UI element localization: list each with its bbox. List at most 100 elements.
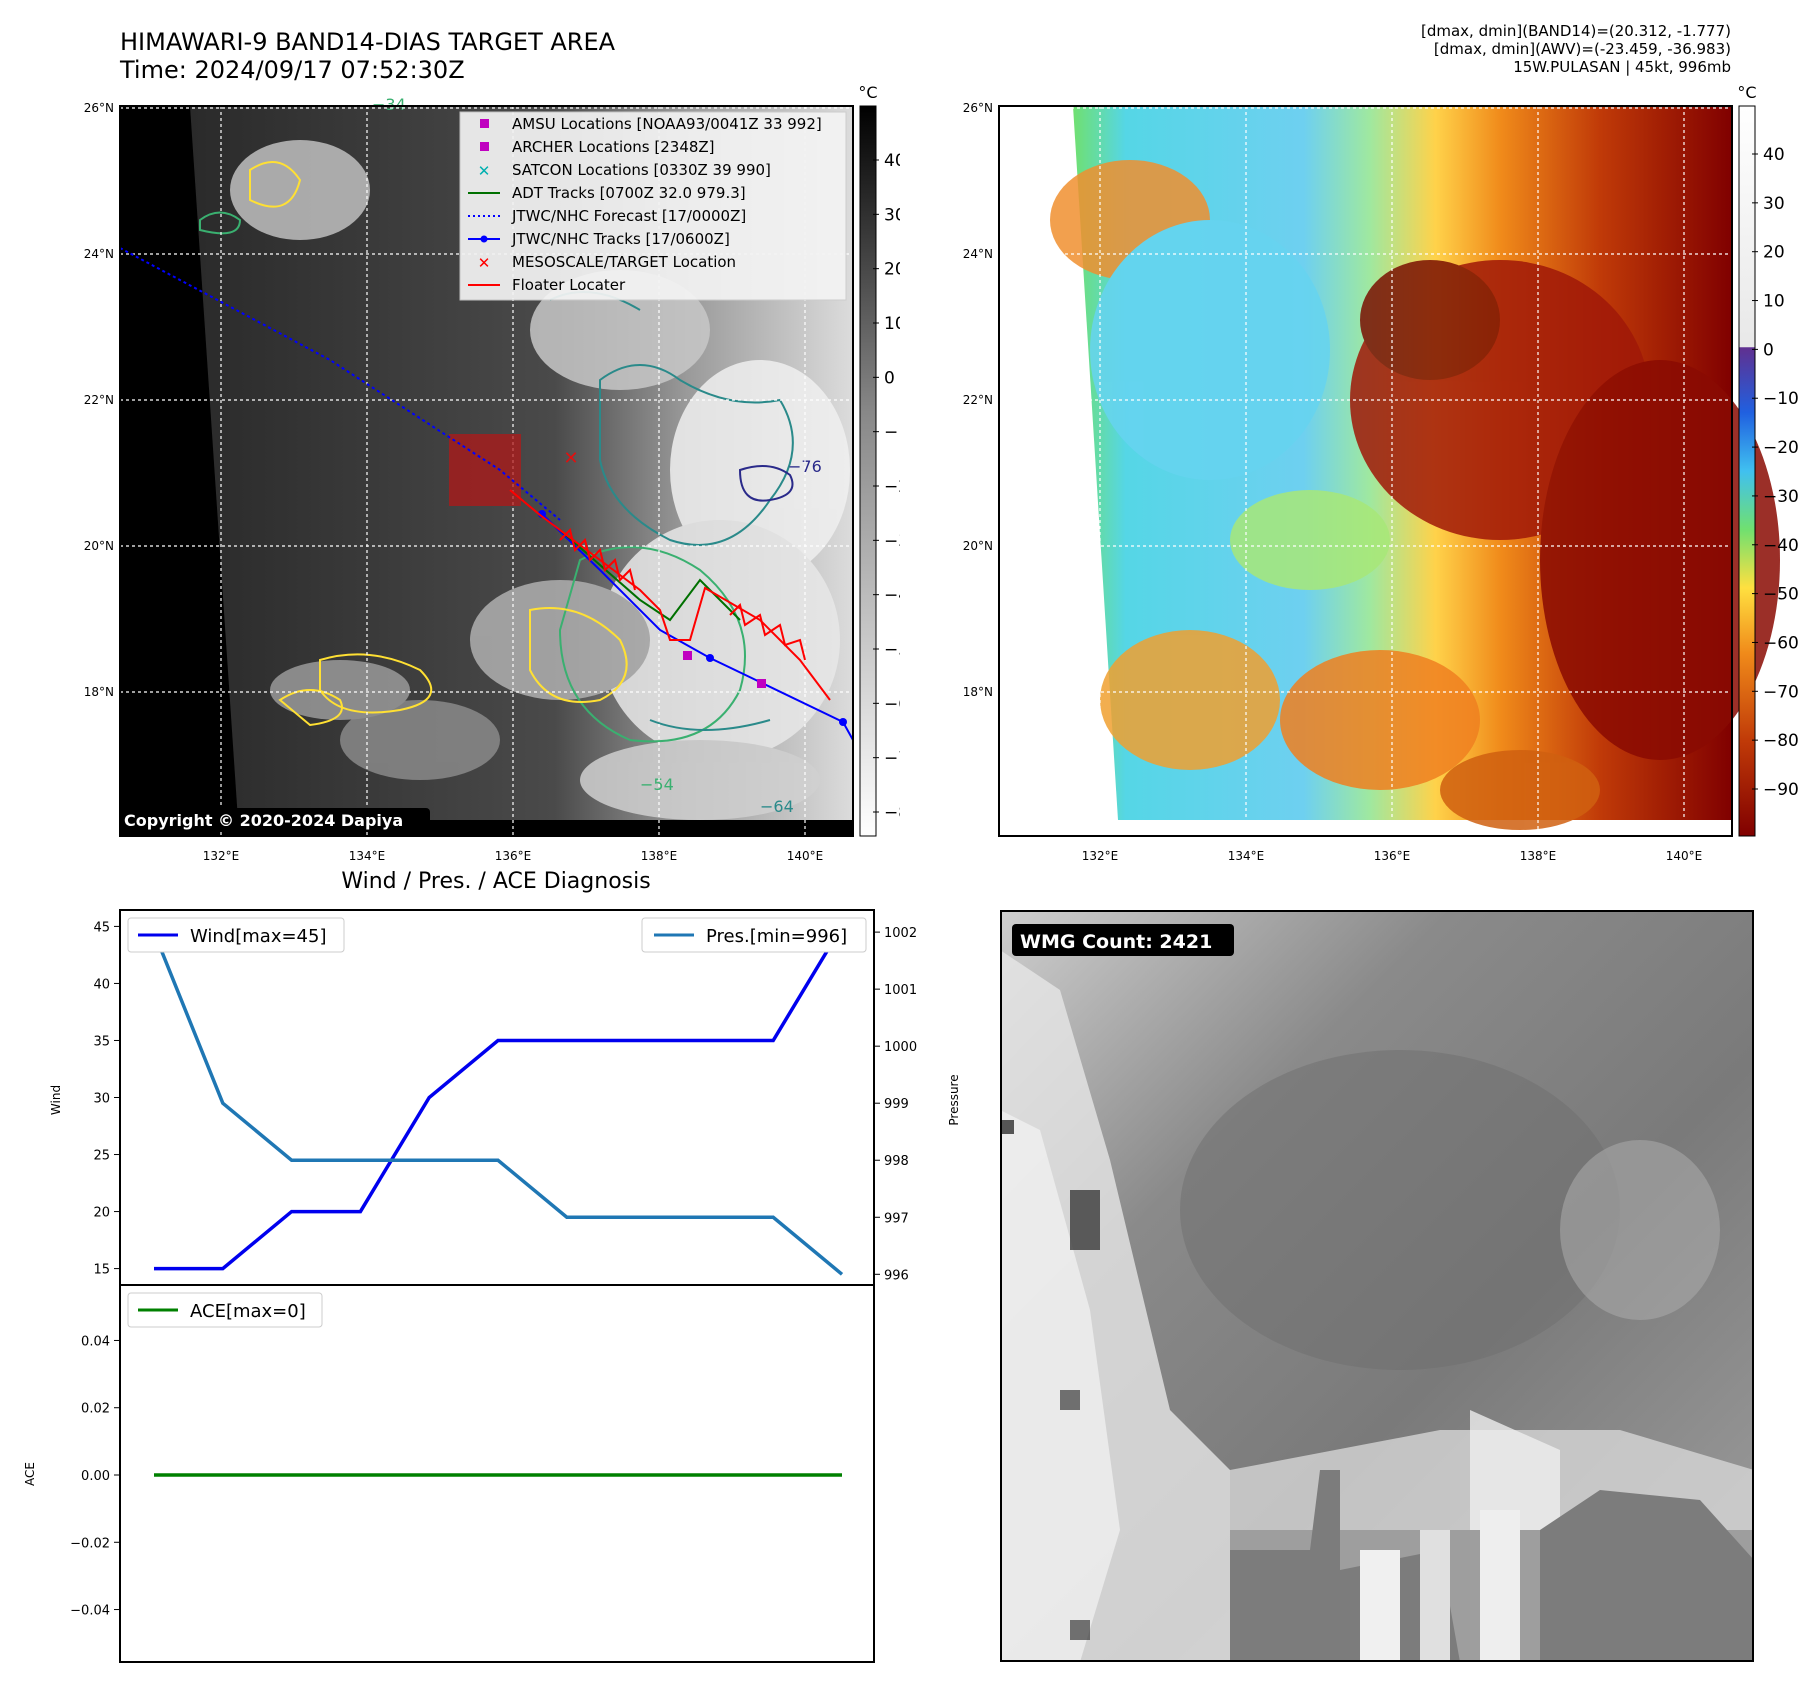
svg-text:✕: ✕: [478, 162, 491, 180]
colorbar-tick-label: −30: [884, 531, 900, 551]
colorbar-tick-label: −30: [1763, 487, 1799, 507]
ir-legend-label: ADT Tracks [0700Z 32.0 979.3]: [512, 184, 746, 202]
pressure-tick-label: 998: [884, 1154, 909, 1169]
diagnosis-title: Wind / Pres. / ACE Diagnosis: [341, 869, 650, 894]
lat-label: 26°N: [84, 101, 114, 115]
colorbar-tick-label: 30: [884, 205, 900, 225]
ace-axis-label: ACE: [23, 1462, 37, 1486]
lat-label: 20°N: [84, 539, 114, 553]
colorbar-tick-label: −60: [1763, 633, 1799, 653]
archer-marker: [683, 651, 692, 660]
wind-pressure-axes: [119, 909, 875, 1286]
awv-lon-labels: 132°E 134°E 136°E 138°E 140°E: [1082, 849, 1703, 863]
pressure-tick-label: 997: [884, 1211, 909, 1226]
awv-lat-labels: 26°N 24°N 22°N 20°N 18°N: [963, 101, 993, 699]
wmg-panel: WMG Count: 2421: [1000, 910, 1754, 1662]
colorbar-tick-label: 40: [1763, 145, 1785, 165]
wind-tick-label: 30: [93, 1092, 110, 1107]
pressure-legend-label: Pres.[min=996]: [706, 926, 847, 947]
colorbar-tick-label: −10: [884, 423, 900, 443]
wind-tick-label: 20: [93, 1206, 110, 1221]
meta-line-1: [dmax, dmin](BAND14)=(20.312, -1.777): [1420, 22, 1731, 40]
wind-legend: Wind[max=45]: [127, 917, 345, 953]
lat-label: 18°N: [963, 685, 993, 699]
copyright-text: Copyright © 2020-2024 Dapiya: [124, 811, 403, 830]
ir-legend-label: JTWC/NHC Forecast [17/0000Z]: [511, 207, 746, 225]
ir-legend: AMSU Locations [NOAA93/0041Z 33 992] ARCH…: [459, 111, 847, 301]
colorbar-tick-label: 10: [1763, 292, 1785, 312]
ace-legend: ACE[max=0]: [127, 1292, 323, 1328]
colorbar-tick-label: 20: [1763, 243, 1785, 263]
ir-colorbar-unit: °C: [858, 83, 877, 102]
wind-pressure-series: [152, 925, 844, 1276]
awv-texture: [1050, 160, 1780, 830]
title-line-2: Time: 2024/09/17 07:52:30Z: [120, 56, 465, 84]
ir-legend-item: ADT Tracks [0700Z 32.0 979.3]: [468, 184, 746, 202]
colorbar-tick-label: −90: [1763, 780, 1799, 800]
ace-legend-label: ACE[max=0]: [190, 1301, 306, 1322]
ir-map-panel: −76 −64 −54 −34 ✕ AMSU Locations [NOAA93…: [84, 83, 900, 863]
ir-legend-item: ✕ SATCON Locations [0330Z 39 990]: [478, 161, 771, 180]
meta-line-3: 15W.PULASAN | 45kt, 996mb: [1513, 58, 1731, 76]
lat-label: 20°N: [963, 539, 993, 553]
pressure-legend: Pres.[min=996]: [641, 917, 867, 953]
ir-lat-labels: 26°N 24°N 22°N 20°N 18°N: [84, 101, 114, 699]
colorbar-tick-label: −40: [884, 586, 900, 606]
colorbar-tick-label: −50: [1763, 585, 1799, 605]
lat-label: 22°N: [963, 393, 993, 407]
wmg-texture: [1000, 950, 1754, 1662]
awv-map-panel: 26°N 24°N 22°N 20°N 18°N 132°E 134°E 136…: [963, 83, 1799, 863]
ir-legend-item: JTWC/NHC Forecast [17/0000Z]: [468, 207, 746, 225]
ace-tick-label: −0.04: [70, 1604, 110, 1619]
colorbar-tick-label: −80: [1763, 731, 1799, 751]
ir-legend-label: Floater Locater: [512, 276, 626, 294]
ace-tick-label: 0.00: [81, 1469, 110, 1484]
colorbar-tick-label: 0: [1763, 340, 1774, 360]
ir-legend-label: ARCHER Locations [2348Z]: [512, 138, 715, 156]
colorbar-tick-label: −70: [884, 749, 900, 769]
ir-legend-item: AMSU Locations [NOAA93/0041Z 33 992]: [480, 115, 822, 133]
colorbar-tick-label: −20: [884, 477, 900, 497]
lat-label: 24°N: [963, 247, 993, 261]
lon-label: 138°E: [1520, 849, 1557, 863]
wind-tick-label: 25: [93, 1149, 110, 1164]
chart-title: HIMAWARI-9 BAND14-DIAS TARGET AREA Time:…: [120, 28, 615, 84]
ir-legend-item: JTWC/NHC Tracks [17/0600Z]: [468, 230, 730, 248]
pressure-line: [152, 931, 844, 1276]
pressure-tick-label: 1001: [884, 983, 917, 998]
wind-tick-label: 40: [93, 977, 110, 992]
ir-legend-label: MESOSCALE/TARGET Location: [512, 253, 736, 271]
awv-map-frame: [998, 105, 1733, 837]
lat-label: 24°N: [84, 247, 114, 261]
lat-label: 18°N: [84, 685, 114, 699]
lon-label: 138°E: [641, 849, 678, 863]
colorbar-tick-label: −80: [884, 803, 900, 823]
colorbar-tick-label: 40: [884, 151, 900, 171]
ace-axis-ticks: 0.04 0.02 0.00 −0.02 −0.04: [70, 1334, 120, 1619]
wind-line: [154, 925, 844, 1271]
ir-colorbar: [859, 105, 877, 837]
wind-axis-ticks: 45 40 35 30 25 20 15: [93, 920, 120, 1278]
pressure-tick-label: 1000: [884, 1040, 917, 1055]
pressure-tick-label: 999: [884, 1097, 909, 1112]
ir-legend-label: AMSU Locations [NOAA93/0041Z 33 992]: [512, 115, 822, 133]
wind-tick-label: 15: [93, 1263, 110, 1278]
colorbar-tick-label: 10: [884, 314, 900, 334]
mesoscale-target-x-marker: ✕: [563, 448, 578, 469]
colorbar-tick-label: 30: [1763, 194, 1785, 214]
copyright-badge: [120, 808, 430, 832]
ace-tick-label: 0.04: [81, 1334, 110, 1349]
amsu-marker: [757, 679, 766, 688]
awv-colorbar: [1738, 105, 1756, 837]
lon-label: 136°E: [495, 849, 532, 863]
wmg-count-badge: [1012, 924, 1234, 956]
contour-label-64: −64: [760, 797, 794, 816]
ir-legend-item: ✕ MESOSCALE/TARGET Location: [478, 253, 736, 272]
lon-label: 140°E: [1666, 849, 1703, 863]
contour-label-54: −54: [640, 775, 674, 794]
colorbar-tick-label: −70: [1763, 682, 1799, 702]
pressure-axis-label: Pressure: [947, 1074, 960, 1125]
lat-label: 26°N: [963, 101, 993, 115]
lon-label: 132°E: [203, 849, 240, 863]
title-line-1: HIMAWARI-9 BAND14-DIAS TARGET AREA: [120, 28, 616, 56]
